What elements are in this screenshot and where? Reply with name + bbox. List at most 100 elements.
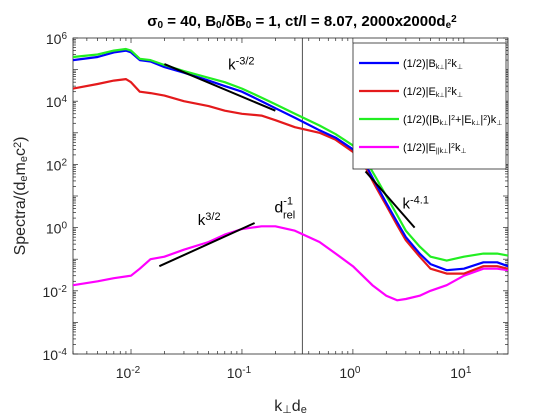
text-run: k <box>451 86 457 98</box>
tick-base: 10 <box>43 284 59 300</box>
text-run: ⊥ <box>282 404 292 416</box>
text-run: 2 <box>447 87 451 94</box>
text-run: k <box>274 398 283 415</box>
fit-label-base: k <box>198 212 206 229</box>
x-tick-label: 101 <box>450 365 472 382</box>
text-run: (1/2)|E <box>403 86 436 98</box>
tick-base: 10 <box>46 31 62 47</box>
fit-line <box>364 170 416 229</box>
text-run: d <box>292 398 301 415</box>
legend: (1/2)|Bk⊥|2k⊥(1/2)|Ek⊥|2k⊥(1/2)(|Bk⊥|2+|… <box>352 42 507 170</box>
tick-base: 10 <box>339 365 355 381</box>
tick-exponent: 2 <box>61 157 67 168</box>
series-line <box>73 225 508 302</box>
text-run: ⊥ <box>496 120 502 127</box>
text-run: | <box>445 86 448 98</box>
fit-label-base: k <box>228 57 236 74</box>
legend-label: (1/2)|Bk⊥|2k⊥ <box>403 58 463 71</box>
y-tick-label: 100 <box>46 220 68 237</box>
fit-label-exponent: -4.1 <box>410 194 429 206</box>
x-tick-label: 10-2 <box>116 365 141 382</box>
tick-exponent: 1 <box>466 365 472 376</box>
tick-exponent: 0 <box>61 220 67 231</box>
text-run: e <box>301 404 307 416</box>
text-run: k <box>451 58 457 70</box>
text-run: )k <box>487 114 497 126</box>
x-axis-label: k⊥de <box>274 398 307 416</box>
text-run: 2 <box>12 142 24 148</box>
text-run: (1/2)(|B <box>403 114 439 126</box>
tick-exponent: 0 <box>355 365 361 376</box>
fit-label-exponent: 3/2 <box>205 211 220 223</box>
text-run: | <box>480 114 483 126</box>
tick-base: 10 <box>43 347 59 363</box>
text-run: ⊥ <box>443 148 448 155</box>
tick-base: 10 <box>46 94 62 110</box>
text-run: /δB <box>222 13 246 30</box>
y-tick-label: 10-2 <box>43 283 68 300</box>
tick-exponent: -2 <box>58 283 67 294</box>
text-run: c <box>12 148 29 156</box>
tick-base: 10 <box>116 365 132 381</box>
tick-exponent: 6 <box>61 31 67 42</box>
text-run: 2 <box>447 59 451 66</box>
text-run: 0 <box>158 20 164 31</box>
y-tick-label: 10-4 <box>43 347 68 364</box>
fit-line-label: k-3/2 <box>228 55 254 74</box>
text-run: ⊥ <box>460 148 466 155</box>
curves <box>73 38 508 354</box>
text-run: 2 <box>483 115 487 122</box>
text-run: 2 <box>451 115 455 122</box>
text-run: +|E <box>455 114 472 126</box>
text-run: k <box>436 64 440 71</box>
tick-exponent: -1 <box>242 365 251 376</box>
text-run: 0 <box>246 20 252 31</box>
text-run: = 40, B <box>163 13 216 30</box>
text-run: σ <box>147 13 157 30</box>
text-run: ) <box>12 137 29 142</box>
text-run: m <box>12 162 29 175</box>
series-line <box>73 47 508 262</box>
text-run: = 1, ct/l = 8.07, 2000x2000d <box>251 13 445 30</box>
text-run: ⊥ <box>439 64 444 71</box>
tick-exponent: -2 <box>131 365 140 376</box>
text-run: ⊥ <box>457 92 463 99</box>
text-run: k <box>455 142 461 154</box>
x-tick-label: 100 <box>339 365 361 382</box>
text-run: (1/2)|E <box>403 142 436 154</box>
vline-label-base: d <box>274 200 283 217</box>
tick-base: 10 <box>46 157 62 173</box>
tick-base: 10 <box>450 365 466 381</box>
tick-exponent: -4 <box>58 347 67 358</box>
tick-exponent: 4 <box>61 94 67 105</box>
vline-label-sup: -1 <box>283 196 293 208</box>
text-run: e <box>18 156 30 162</box>
text-run: ⊥ <box>439 92 444 99</box>
tick-base: 10 <box>46 221 62 237</box>
y-tick-label: 102 <box>46 157 68 174</box>
text-run: ⊥ <box>475 120 480 127</box>
y-tick-label: 106 <box>46 31 68 48</box>
fit-label-base: k <box>403 196 411 213</box>
text-run: (1/2)|B <box>403 58 436 70</box>
fit-label-exponent: -3/2 <box>236 55 255 67</box>
fit-line-label: k-4.1 <box>403 194 429 213</box>
text-run: 2 <box>451 14 457 25</box>
chart-title: σ0 = 40, B0/δB0 = 1, ct/l = 8.07, 2000x2… <box>147 13 457 31</box>
text-run: ||k <box>436 148 444 155</box>
text-run: ⊥ <box>443 120 448 127</box>
text-run: k <box>436 92 440 99</box>
text-run: | <box>448 114 451 126</box>
y-tick-label: 104 <box>46 94 68 111</box>
tick-base: 10 <box>227 365 243 381</box>
fit-line <box>164 63 276 112</box>
text-run: Spectra/(d <box>12 182 29 256</box>
text-run: e <box>446 20 452 31</box>
fit-line <box>158 222 256 268</box>
vline-label-sub: rel <box>283 210 295 222</box>
text-run: | <box>445 58 448 70</box>
fit-line-label: k3/2 <box>198 211 221 230</box>
vertical-line-label: d-1 rel <box>274 196 295 222</box>
x-tick-label: 10-1 <box>227 365 252 382</box>
